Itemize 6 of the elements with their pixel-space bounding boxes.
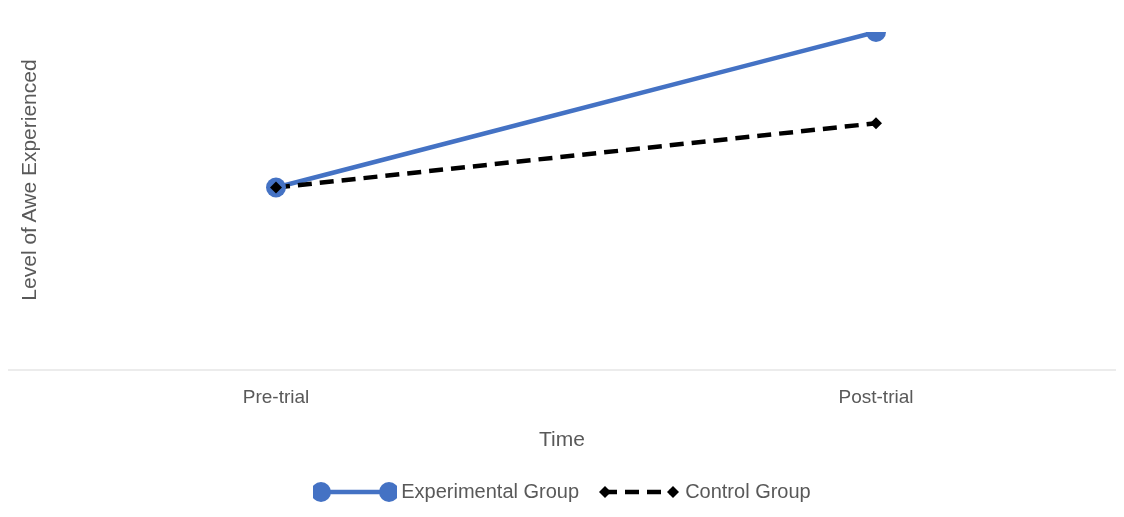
x-axis-title: Time — [539, 427, 585, 450]
y-axis-title: Level of Awe Experienced — [17, 59, 40, 301]
x-tick-label: Post-trial — [838, 386, 914, 408]
legend-label: Control Group — [685, 480, 811, 503]
legend-label: Experimental Group — [401, 480, 580, 503]
x-tick-label: Pre-trial — [242, 386, 310, 408]
